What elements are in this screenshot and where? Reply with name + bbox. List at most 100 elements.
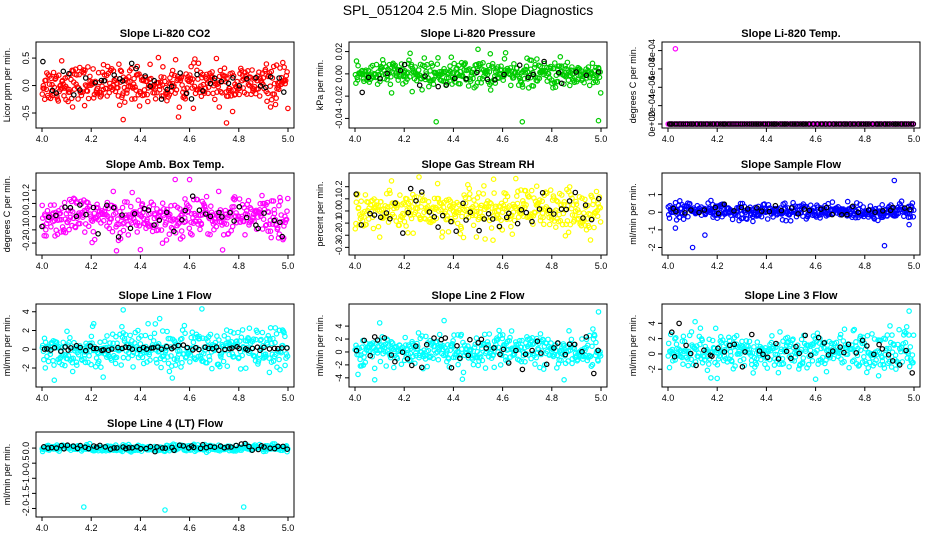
panel-title: Slope Li-820 Temp.: [741, 28, 840, 40]
reference-point: [279, 345, 285, 351]
reference-point: [60, 68, 67, 75]
data-point: [208, 203, 214, 210]
data-point: [758, 213, 765, 220]
data-point: [477, 350, 483, 357]
reference-point: [177, 70, 184, 76]
data-point: [384, 76, 390, 83]
data-point: [701, 353, 707, 360]
data-point: [171, 83, 177, 89]
y-tick-label: -0.5: [21, 455, 31, 471]
data-point: [163, 220, 169, 226]
data-point: [893, 366, 899, 372]
data-point: [833, 339, 840, 346]
data-point: [498, 67, 505, 73]
data-point: [198, 93, 205, 100]
data-point: [155, 54, 162, 61]
data-point: [725, 334, 732, 341]
reference-point: [503, 214, 510, 221]
data-point: [270, 63, 277, 70]
data-point: [533, 354, 540, 361]
data-point: [142, 332, 149, 339]
reference-point: [583, 334, 590, 340]
reference-point: [353, 191, 360, 197]
data-point: [556, 63, 563, 69]
data-point: [211, 77, 218, 84]
data-point: [405, 230, 411, 236]
data-point: [429, 63, 436, 69]
data-point: [125, 355, 132, 361]
reference-point: [243, 214, 250, 221]
data-point: [266, 369, 273, 376]
data-point: [145, 320, 151, 327]
data-point: [528, 355, 534, 362]
x-tick-label: 4.8: [859, 134, 872, 144]
x-tick-label: 4.0: [662, 134, 675, 144]
data-point: [566, 327, 572, 334]
data-point: [231, 196, 238, 203]
data-point: [582, 347, 588, 354]
reference-point: [849, 203, 856, 210]
x-tick-label: 4.0: [349, 134, 362, 144]
data-point: [591, 332, 598, 339]
data-point: [428, 60, 435, 67]
data-point: [841, 358, 847, 365]
data-point: [484, 339, 491, 345]
y-tick-label: 0.02: [334, 43, 344, 61]
reference-point: [271, 217, 278, 224]
y-tick-label: 8e-04: [647, 39, 657, 62]
data-point: [82, 229, 88, 235]
reference-point: [225, 443, 231, 450]
data-point: [204, 359, 210, 366]
reference-point: [671, 353, 678, 360]
data-point: [869, 331, 875, 337]
outlier-point: [891, 177, 898, 184]
reference-point: [53, 445, 60, 451]
data-point: [704, 367, 711, 374]
reference-point: [271, 345, 278, 352]
data-point: [236, 91, 243, 98]
reference-point: [68, 345, 74, 351]
data-point: [910, 332, 917, 339]
data-point: [213, 55, 220, 62]
x-tick-label: 4.2: [711, 261, 724, 271]
data-point: [239, 327, 246, 333]
data-point: [490, 237, 496, 244]
reference-point: [910, 121, 917, 127]
data-point: [554, 198, 561, 205]
reference-point: [853, 350, 860, 356]
data-point: [714, 361, 721, 368]
data-point: [666, 364, 673, 371]
data-point: [688, 356, 695, 363]
data-point: [719, 337, 726, 343]
data-point: [593, 188, 600, 195]
reference-point: [583, 72, 590, 79]
data-point: [375, 223, 382, 230]
reference-point: [41, 346, 48, 352]
data-point: [712, 325, 719, 332]
reference-point: [180, 443, 187, 449]
reference-point: [418, 189, 425, 195]
data-point: [533, 183, 540, 190]
data-point: [355, 204, 362, 211]
reference-point: [211, 444, 218, 451]
data-point: [137, 341, 144, 347]
reference-point: [764, 354, 771, 361]
reference-point: [388, 352, 395, 358]
reference-point: [475, 339, 482, 346]
reference-point: [546, 207, 553, 214]
data-point: [42, 227, 49, 233]
reference-point: [95, 231, 101, 237]
data-point: [196, 335, 203, 342]
data-point: [450, 69, 456, 76]
data-point: [680, 333, 687, 340]
data-point: [569, 212, 576, 218]
data-point: [909, 200, 916, 206]
data-point: [458, 331, 465, 338]
reference-point: [114, 445, 120, 451]
data-point: [163, 237, 170, 243]
reference-point: [476, 227, 482, 234]
data-point: [474, 195, 481, 201]
reference-point: [267, 74, 274, 80]
data-point: [182, 330, 188, 337]
data-point: [684, 356, 691, 362]
